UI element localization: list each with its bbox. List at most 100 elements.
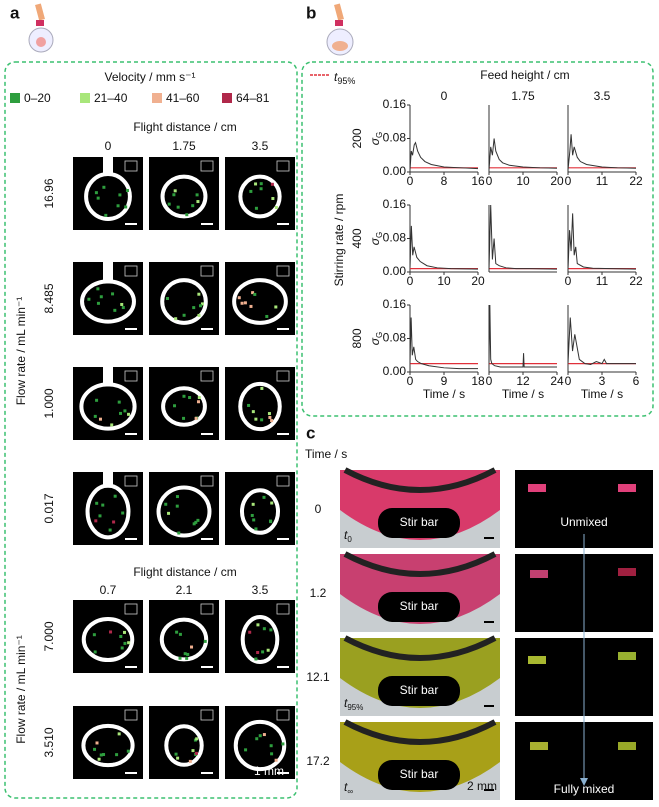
droplet-ring [160, 278, 208, 325]
tracer-dot [113, 494, 117, 498]
droplet-ring [238, 381, 282, 432]
tracer-dot [165, 297, 169, 301]
y-tick-label: 0.00 [383, 164, 407, 178]
x-tick-label: 0 [486, 174, 493, 188]
tracer-dot [182, 313, 186, 317]
row-label: 16.96 [42, 178, 56, 208]
tracer-dot [124, 205, 128, 209]
data-line [567, 134, 637, 170]
tracer-dot [182, 416, 186, 420]
legend-label-sub: 95% [337, 76, 355, 86]
sub-label-main: σ [368, 337, 382, 345]
column-label: 0 [105, 139, 112, 153]
y-tick-label: 0.00 [383, 364, 407, 378]
fully-mixed-label: Fully mixed [554, 782, 615, 796]
tracer-dot [101, 503, 105, 507]
stir-bar-label: Stir bar [400, 683, 439, 697]
x-tick-label: 0 [565, 374, 572, 388]
x-tick-label: 20 [550, 174, 564, 188]
x-tick-label: 16 [471, 174, 485, 188]
sub-label: σG [368, 232, 384, 245]
time-value: 12.1 [306, 670, 330, 684]
x-tick-label: 0 [565, 274, 572, 288]
tracer-dot [167, 511, 171, 515]
vessel-rim [343, 635, 497, 661]
tracer-dot [127, 412, 131, 416]
y-label: Flow rate / mL min⁻¹ [14, 297, 28, 406]
scale-bar-label: 1 mm [254, 764, 284, 778]
sub-label-sub: 95% [347, 703, 363, 712]
row-label: 1.000 [42, 388, 56, 418]
x-tick-label: 9 [441, 374, 448, 388]
tracer-dot [176, 205, 180, 209]
droplet-image [149, 706, 219, 779]
y-tick-label: 0.08 [383, 131, 407, 145]
tracer-dot [95, 741, 99, 745]
tracer-dot [185, 213, 189, 217]
inset-icon [124, 160, 138, 172]
tracer-dot [265, 314, 269, 318]
inset-icon [124, 265, 138, 277]
droplet-ring [80, 279, 136, 324]
data-line [409, 317, 478, 370]
tracer-dot [95, 398, 99, 402]
tracer-dot [251, 410, 255, 414]
tracer-dot [175, 504, 179, 508]
stir-bar [378, 592, 460, 622]
inset-icon [200, 370, 214, 382]
x-tick-label: 18 [471, 374, 485, 388]
sub-label-sub: ∞ [347, 787, 353, 796]
tracer-dot [254, 657, 258, 661]
tracer-dot [251, 291, 255, 295]
tracer-dot [270, 419, 274, 423]
droplet-ring [238, 174, 282, 219]
sub-label-sub: 0 [347, 535, 352, 544]
tracer-dot [270, 752, 274, 756]
tracer-dot [192, 306, 196, 310]
tracer-dot [196, 400, 200, 404]
tracer-dot [93, 650, 97, 654]
tracer-dot [248, 630, 252, 634]
droplet-image [149, 367, 219, 440]
tracer-dot [126, 749, 130, 753]
legend-swatch [80, 93, 90, 103]
droplet-ring [81, 723, 135, 768]
tracer-dot [197, 292, 201, 296]
inset-icon [276, 709, 290, 721]
sub-label-main: t [344, 696, 348, 710]
tracer-dot [252, 518, 256, 522]
legend-label: 21–40 [94, 91, 128, 105]
x-tick-label: 20 [471, 274, 485, 288]
column-label: 1.75 [172, 139, 196, 153]
vessel-rim [343, 719, 497, 745]
sub-label-main: t [344, 528, 348, 542]
y-tick-label: 0.08 [383, 231, 407, 245]
inset-icon [124, 475, 138, 487]
tracer-dot [96, 287, 100, 291]
dye-spot [618, 742, 636, 750]
row-label: 0.017 [42, 493, 56, 523]
tracer-dot [120, 302, 124, 306]
tracer-dot [97, 757, 101, 761]
dye-spot [530, 570, 548, 578]
x-tick-label: 11 [596, 274, 609, 288]
x-tick-label: 12 [516, 374, 530, 388]
x-axis-label: Time / s [423, 387, 465, 401]
tracer-dot [270, 182, 274, 186]
nozzle [103, 367, 113, 387]
column-label: 3.5 [252, 583, 269, 597]
column-label: 0.7 [100, 583, 117, 597]
tracer-dot [195, 193, 199, 197]
section-title: Flight distance / cm [133, 565, 236, 579]
y-tick-label: 0.16 [383, 197, 407, 211]
nozzle [103, 472, 113, 488]
panel-b-frame [301, 61, 654, 417]
tracer-dot [172, 193, 176, 197]
tracer-dot [274, 205, 278, 209]
tracer-dot [113, 308, 117, 312]
tracer-dot [260, 418, 264, 422]
tracer-dot [102, 753, 106, 757]
time-value: 17.2 [306, 754, 330, 768]
tracer-dot [259, 187, 263, 191]
tracer-dot [174, 317, 178, 321]
